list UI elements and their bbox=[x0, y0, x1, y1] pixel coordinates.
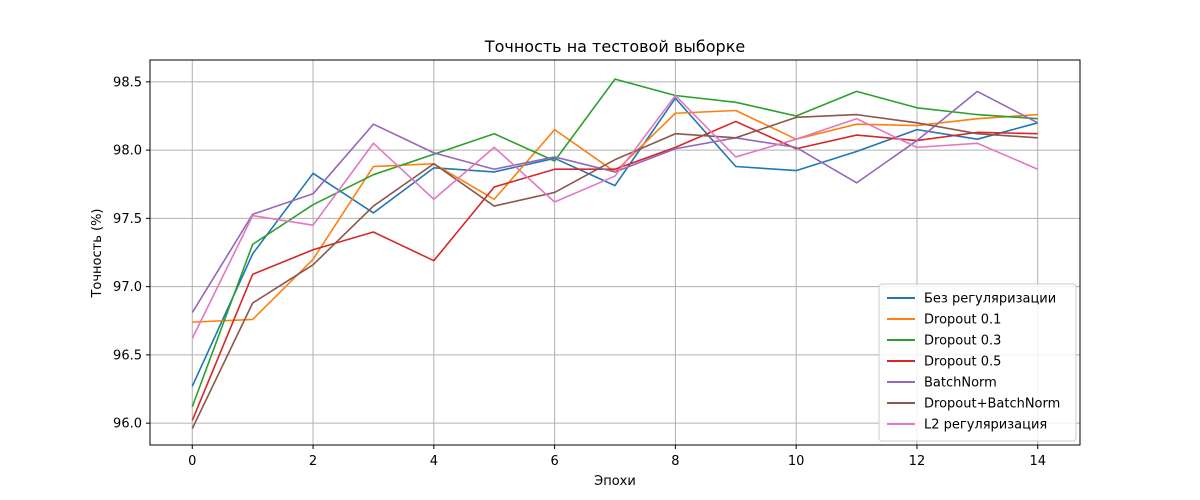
legend: Без регуляризации Dropout 0.1 Dropout 0.3 D… bbox=[878, 283, 1077, 442]
x-tick-label: 10 bbox=[788, 454, 805, 469]
y-tick-label: 97.5 bbox=[113, 212, 142, 227]
x-axis-title: Эпохи bbox=[594, 474, 636, 489]
legend-label: Dropout 0.3 bbox=[924, 334, 1001, 349]
legend-box bbox=[878, 283, 1077, 442]
x-tick-label: 14 bbox=[1029, 454, 1046, 469]
y-tick-label: 98.0 bbox=[113, 144, 142, 159]
legend-label: Dropout+BatchNorm bbox=[924, 397, 1060, 412]
x-tick-label: 2 bbox=[309, 454, 317, 469]
y-tick-label: 98.5 bbox=[113, 75, 142, 90]
legend-label: Без регуляризации bbox=[924, 292, 1056, 307]
series-line-3 bbox=[191, 78, 1038, 408]
y-axis-title: Точность (%) bbox=[90, 208, 105, 298]
y-tick-label: 96.0 bbox=[113, 417, 142, 432]
x-tick-label: 6 bbox=[550, 454, 558, 469]
y-tick-label: 96.5 bbox=[113, 348, 142, 363]
x-tick-label: 4 bbox=[430, 454, 438, 469]
legend-label: BatchNorm bbox=[924, 376, 997, 391]
series-line-5 bbox=[191, 90, 1039, 313]
series-line-7 bbox=[191, 94, 1039, 339]
x-tick-label: 8 bbox=[671, 454, 679, 469]
chart-title: Точность на тестовой выборке bbox=[484, 37, 745, 56]
legend-label: Dropout 0.5 bbox=[924, 355, 1001, 370]
x-tick-label: 0 bbox=[188, 454, 196, 469]
series-line-4 bbox=[191, 120, 1038, 421]
series-line-6 bbox=[191, 113, 1038, 429]
legend-label: L2 регуляризация bbox=[924, 418, 1047, 433]
x-tick-label: 12 bbox=[909, 454, 926, 469]
axes-frame bbox=[149, 59, 1081, 446]
y-tick-label: 97.0 bbox=[113, 280, 142, 295]
legend-label: Dropout 0.1 bbox=[924, 313, 1001, 328]
series-line-1 bbox=[191, 97, 1038, 387]
